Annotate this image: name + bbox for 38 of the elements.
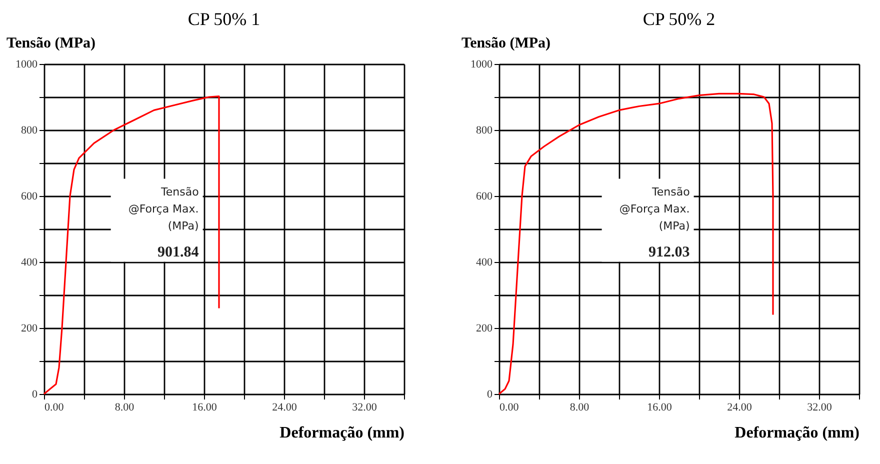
y-axis-title: Tensão (MPa) [6,36,96,52]
annotation: (MPa) [658,220,690,233]
x-tick-label: 32.00 [352,402,378,414]
x-tick-label: 0.00 [44,402,64,414]
annotation: Tensão [160,186,200,199]
x-tick-label: 8.00 [114,402,135,414]
x-axis-title: Deformação (mm) [734,424,860,442]
y-tick-label: 1000 [16,58,38,70]
annotation: (MPa) [168,220,199,233]
annotation: 901.84 [158,244,200,261]
annotation: @Força Max. [128,202,199,216]
x-tick-label: 16.00 [192,402,218,414]
chart-title: CP 50% 1 [188,9,260,29]
y-tick-label: 0 [487,388,493,400]
x-tick-label: 24.00 [272,402,298,414]
y-tick-label: 400 [476,256,493,268]
annotation: @Força Max. [619,202,690,216]
line-series [43,96,220,395]
annotation: Tensão [651,186,690,199]
y-tick-label: 600 [21,190,38,202]
x-axis-title: Deformação (mm) [280,424,404,442]
x-tick-label: 0.00 [500,402,520,414]
line-series [498,92,774,395]
y-tick-label: 200 [21,322,38,334]
x-tick-label: 8.00 [570,402,590,414]
chart-title: CP 50% 2 [642,9,716,29]
y-axis-title: Tensão (MPa) [462,36,551,52]
annotation: 912.03 [648,244,690,261]
y-tick-label: 800 [21,124,38,136]
y-tick-label: 200 [476,322,493,334]
x-tick-label: 32.00 [807,402,832,414]
y-tick-label: 1000 [470,58,493,70]
x-tick-label: 24.00 [727,402,752,414]
y-tick-label: 0 [32,388,38,400]
y-tick-label: 800 [476,124,493,136]
y-tick-label: 600 [476,190,493,202]
y-tick-label: 400 [21,256,38,268]
x-tick-label: 16.00 [647,402,672,414]
